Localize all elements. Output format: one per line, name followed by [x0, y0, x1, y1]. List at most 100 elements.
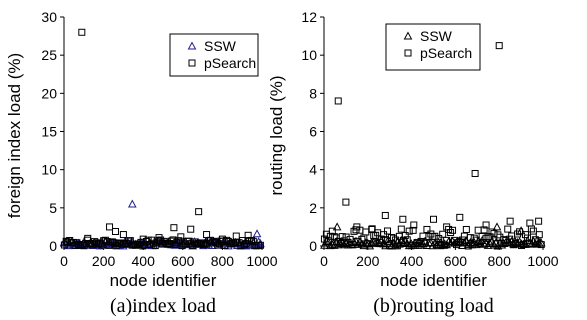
- data-point: [119, 231, 127, 239]
- baseline-point: [135, 240, 143, 248]
- y-tick-label: 15: [41, 124, 57, 140]
- baseline-point: [384, 227, 392, 235]
- baseline-point: [401, 232, 409, 240]
- baseline-point: [423, 225, 431, 233]
- x-tick-label: 1000: [246, 253, 277, 269]
- legend-marker: [403, 31, 413, 40]
- baseline-point: [196, 240, 204, 248]
- data-point: [177, 233, 185, 241]
- legend-box: [169, 33, 259, 77]
- baseline-point: [166, 240, 174, 248]
- baseline-point: [193, 237, 203, 246]
- data-point: [482, 221, 490, 229]
- baseline-point: [75, 241, 83, 249]
- baseline-point: [510, 241, 518, 249]
- legend-marker: [404, 49, 412, 57]
- y-tick-label: 30: [41, 9, 57, 25]
- baseline-point: [328, 227, 336, 235]
- baseline-point: [151, 242, 159, 250]
- baseline-point: [514, 230, 522, 238]
- baseline-point: [452, 241, 460, 249]
- series-psearch: [60, 28, 264, 250]
- baseline-point: [490, 230, 498, 238]
- baseline-point: [437, 242, 445, 250]
- data-point: [506, 217, 514, 225]
- x-tick-label: 0: [60, 253, 68, 269]
- data-point: [244, 231, 252, 239]
- baseline-point: [346, 235, 354, 243]
- baseline-point: [72, 239, 82, 248]
- baseline-point: [162, 239, 170, 247]
- baseline-point: [387, 233, 395, 241]
- baseline-point: [523, 234, 531, 242]
- baseline-point: [480, 226, 488, 234]
- x-tick-label: 800: [488, 253, 512, 269]
- baseline-point: [460, 238, 469, 247]
- baseline-point: [435, 235, 443, 243]
- baseline-point: [228, 240, 236, 248]
- baseline-point: [198, 239, 206, 247]
- baseline-point: [479, 239, 489, 248]
- data-point: [106, 223, 114, 231]
- baseline-point: [485, 239, 495, 248]
- data-point: [127, 199, 137, 208]
- legend-marker: [188, 59, 196, 67]
- legend-label: SSW: [420, 28, 453, 44]
- baseline-point: [76, 241, 84, 249]
- data-point: [252, 229, 262, 238]
- baseline-point: [117, 239, 125, 247]
- legend-marker: [187, 41, 197, 50]
- baseline-point: [497, 240, 507, 249]
- baseline-point: [378, 235, 386, 243]
- baseline-point: [237, 242, 245, 250]
- panel-caption: (a)index load: [110, 295, 216, 317]
- baseline-point: [256, 241, 264, 249]
- baseline-point: [527, 225, 535, 233]
- baseline-point: [518, 242, 526, 250]
- baseline-point: [380, 231, 388, 239]
- baseline-point: [462, 225, 470, 233]
- baseline-point: [502, 236, 510, 244]
- baseline-point: [446, 238, 455, 247]
- y-axis-label: routing load (%): [267, 75, 286, 195]
- baseline-point: [393, 242, 401, 250]
- x-tick-label: 1000: [527, 253, 558, 269]
- data-point: [443, 223, 451, 231]
- legend-label: pSearch: [204, 55, 256, 71]
- baseline-point: [531, 236, 539, 244]
- legend-label: pSearch: [420, 45, 472, 61]
- x-tick-label: 0: [320, 253, 328, 269]
- baseline-point: [504, 225, 512, 233]
- baseline-point: [431, 232, 439, 240]
- data-point: [195, 208, 203, 216]
- baseline-point: [468, 241, 476, 249]
- baseline-point: [458, 236, 466, 244]
- baseline-point: [125, 238, 135, 247]
- series-psearch: [320, 42, 545, 250]
- baseline-point: [64, 238, 72, 246]
- x-tick-label: 800: [211, 253, 235, 269]
- baseline-point: [187, 240, 195, 248]
- baseline-point: [443, 236, 451, 244]
- baseline-point: [330, 233, 338, 241]
- baseline-point: [421, 239, 429, 247]
- legend-box: [385, 23, 481, 71]
- baseline-point: [324, 237, 332, 245]
- baseline-point: [536, 238, 546, 247]
- baseline-point: [210, 237, 218, 245]
- baseline-point: [189, 242, 197, 250]
- baseline-point: [403, 236, 411, 244]
- y-tick-label: 12: [301, 9, 317, 25]
- baseline-point: [158, 237, 167, 246]
- x-tick-label: 200: [92, 253, 116, 269]
- y-axis-label: foreign index load (%): [5, 53, 24, 218]
- data-point: [218, 235, 226, 243]
- y-tick-label: 8: [309, 85, 317, 101]
- baseline-point: [470, 234, 478, 242]
- data-point: [516, 226, 526, 235]
- baseline-point: [214, 241, 222, 249]
- x-tick-label: 600: [171, 253, 195, 269]
- data-point: [170, 224, 178, 232]
